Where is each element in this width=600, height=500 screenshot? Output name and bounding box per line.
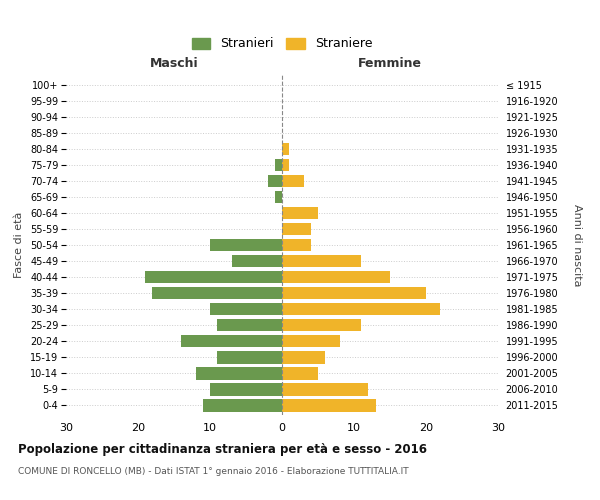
Bar bbox=[275, 158, 282, 171]
Bar bbox=[145, 271, 282, 283]
Bar bbox=[210, 303, 282, 316]
Bar bbox=[282, 271, 390, 283]
Bar bbox=[282, 158, 289, 171]
Bar bbox=[282, 222, 311, 235]
Bar bbox=[217, 351, 282, 364]
Y-axis label: Anni di nascita: Anni di nascita bbox=[572, 204, 583, 286]
Bar bbox=[282, 303, 440, 316]
Bar bbox=[268, 174, 282, 187]
Bar bbox=[282, 255, 361, 268]
Bar bbox=[282, 238, 311, 252]
Bar bbox=[196, 367, 282, 380]
Text: Popolazione per cittadinanza straniera per età e sesso - 2016: Popolazione per cittadinanza straniera p… bbox=[18, 442, 427, 456]
Bar bbox=[282, 206, 318, 219]
Y-axis label: Fasce di età: Fasce di età bbox=[14, 212, 25, 278]
Bar bbox=[282, 399, 376, 411]
Bar bbox=[232, 255, 282, 268]
Bar bbox=[203, 399, 282, 411]
Bar bbox=[210, 383, 282, 396]
Bar bbox=[181, 335, 282, 347]
Text: Femmine: Femmine bbox=[358, 57, 422, 70]
Bar bbox=[282, 335, 340, 347]
Legend: Stranieri, Straniere: Stranieri, Straniere bbox=[188, 34, 376, 54]
Text: COMUNE DI RONCELLO (MB) - Dati ISTAT 1° gennaio 2016 - Elaborazione TUTTITALIA.I: COMUNE DI RONCELLO (MB) - Dati ISTAT 1° … bbox=[18, 468, 409, 476]
Bar bbox=[152, 287, 282, 300]
Bar bbox=[282, 367, 318, 380]
Bar bbox=[282, 319, 361, 332]
Bar bbox=[275, 190, 282, 203]
Text: Maschi: Maschi bbox=[149, 57, 199, 70]
Bar bbox=[282, 174, 304, 187]
Bar bbox=[282, 287, 426, 300]
Bar bbox=[282, 351, 325, 364]
Bar bbox=[282, 383, 368, 396]
Bar bbox=[217, 319, 282, 332]
Bar bbox=[210, 238, 282, 252]
Bar bbox=[282, 142, 289, 155]
